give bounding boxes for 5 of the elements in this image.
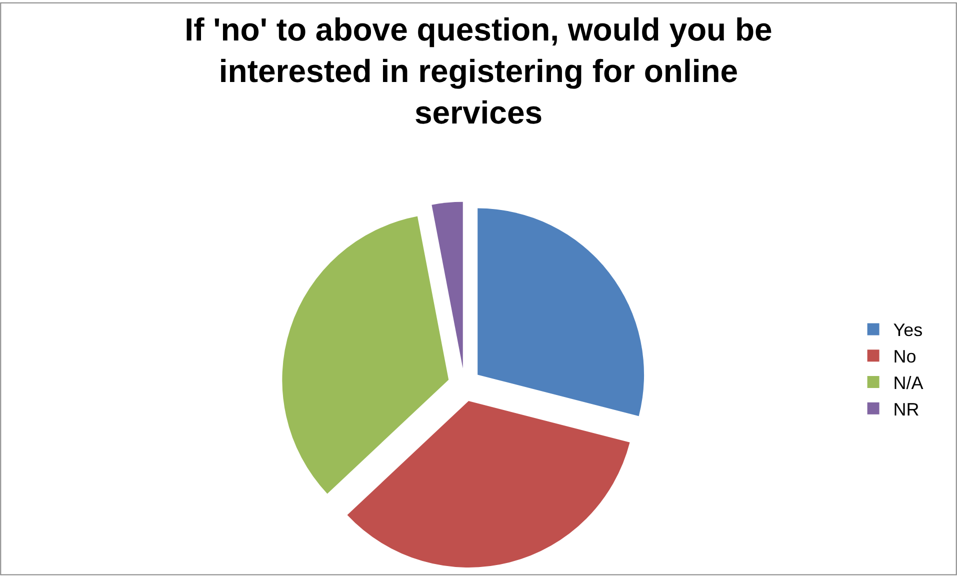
legend-label: Yes <box>893 320 923 340</box>
legend-label: N/A <box>893 373 924 394</box>
chart-title: If 'no' to above question, would you be interested in registering for online services <box>184 11 772 131</box>
legend-label: NR <box>893 399 920 420</box>
legend-label: No <box>893 346 916 367</box>
